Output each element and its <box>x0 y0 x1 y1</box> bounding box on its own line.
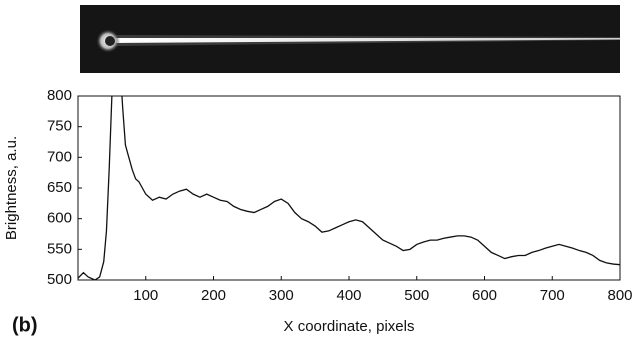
plot-frame <box>78 96 620 280</box>
y-tick-label: 500 <box>47 271 72 288</box>
x-tick-label: 600 <box>472 287 497 304</box>
y-axis-label: Brightness, a.u. <box>3 136 20 240</box>
data-line <box>78 65 620 280</box>
x-tick-label: 200 <box>201 287 226 304</box>
x-tick-label: 300 <box>269 287 294 304</box>
x-tick-label: 100 <box>133 287 158 304</box>
y-tick-label: 750 <box>47 118 72 135</box>
y-tick-label: 550 <box>47 240 72 257</box>
y-tick-label: 700 <box>47 148 72 165</box>
panel-label: (b) <box>12 314 38 336</box>
chart: Brightness, a.u. X coordinate, pixels (b… <box>0 0 632 341</box>
y-tick-label: 650 <box>47 179 72 196</box>
x-axis-label: X coordinate, pixels <box>284 318 415 335</box>
y-tick-label: 800 <box>47 87 72 104</box>
y-tick-label: 600 <box>47 210 72 227</box>
x-tick-label: 400 <box>336 287 361 304</box>
x-tick-label: 800 <box>607 287 632 304</box>
micrograph <box>80 5 620 73</box>
x-tick-label: 500 <box>404 287 429 304</box>
x-tick-label: 700 <box>540 287 565 304</box>
